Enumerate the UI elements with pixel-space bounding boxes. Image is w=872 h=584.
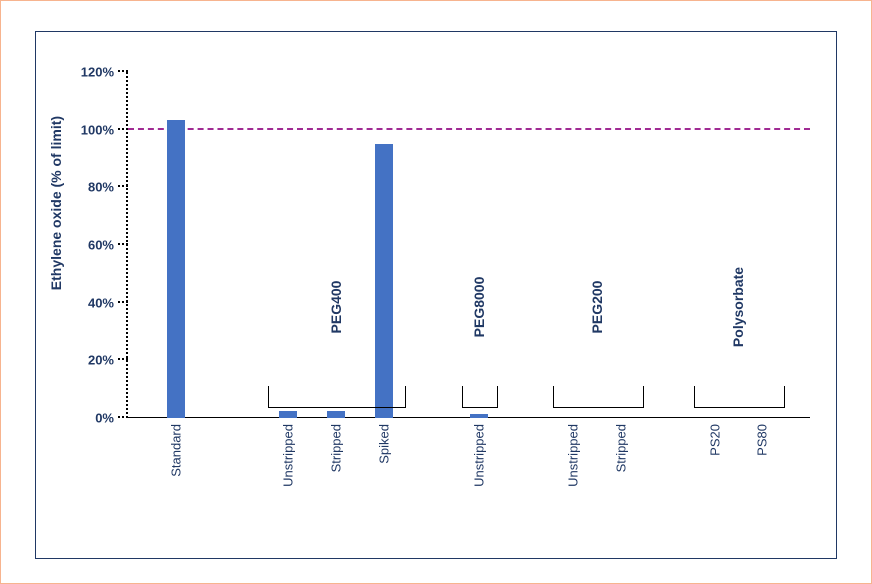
y-tick-label: 120%: [81, 65, 128, 80]
plot-area: 0%20%40%60%80%100%120%StandardUnstripped…: [128, 72, 810, 418]
group-bracket: [553, 386, 644, 408]
y-tick-label: 100%: [81, 122, 128, 137]
group-label: PEG200: [589, 281, 605, 334]
group-label: PEG8000: [471, 277, 487, 338]
group-bracket: [462, 386, 498, 408]
bar: [167, 120, 185, 418]
reference-line: [128, 128, 810, 130]
y-axis-label: Ethylene oxide (% of limit): [48, 116, 64, 290]
y-tick-label: 40%: [88, 295, 128, 310]
x-tick-label: Unstripped: [281, 418, 296, 487]
x-tick-label: Stripped: [614, 418, 629, 472]
x-tick-label: Stripped: [329, 418, 344, 472]
x-tick-label: Unstripped: [566, 418, 581, 487]
bar: [279, 411, 297, 418]
x-tick-label: Unstripped: [472, 418, 487, 487]
x-tick-label: PS20: [707, 418, 722, 456]
group-label: PEG400: [328, 281, 344, 334]
x-tick-label: Spiked: [376, 418, 391, 464]
y-tick-label: 80%: [88, 180, 128, 195]
group-label: Polysorbate: [730, 267, 746, 347]
y-tick-label: 0%: [95, 411, 128, 426]
x-tick-label: Standard: [168, 418, 183, 477]
group-bracket: [268, 386, 406, 408]
chart-frame: Ethylene oxide (% of limit) 0%20%40%60%8…: [35, 31, 837, 559]
bar: [327, 411, 345, 418]
bar: [375, 144, 393, 418]
outer-frame: Ethylene oxide (% of limit) 0%20%40%60%8…: [0, 0, 872, 584]
x-tick-label: PS80: [755, 418, 770, 456]
y-tick-label: 20%: [88, 353, 128, 368]
group-bracket: [694, 386, 785, 408]
y-tick-label: 60%: [88, 238, 128, 253]
